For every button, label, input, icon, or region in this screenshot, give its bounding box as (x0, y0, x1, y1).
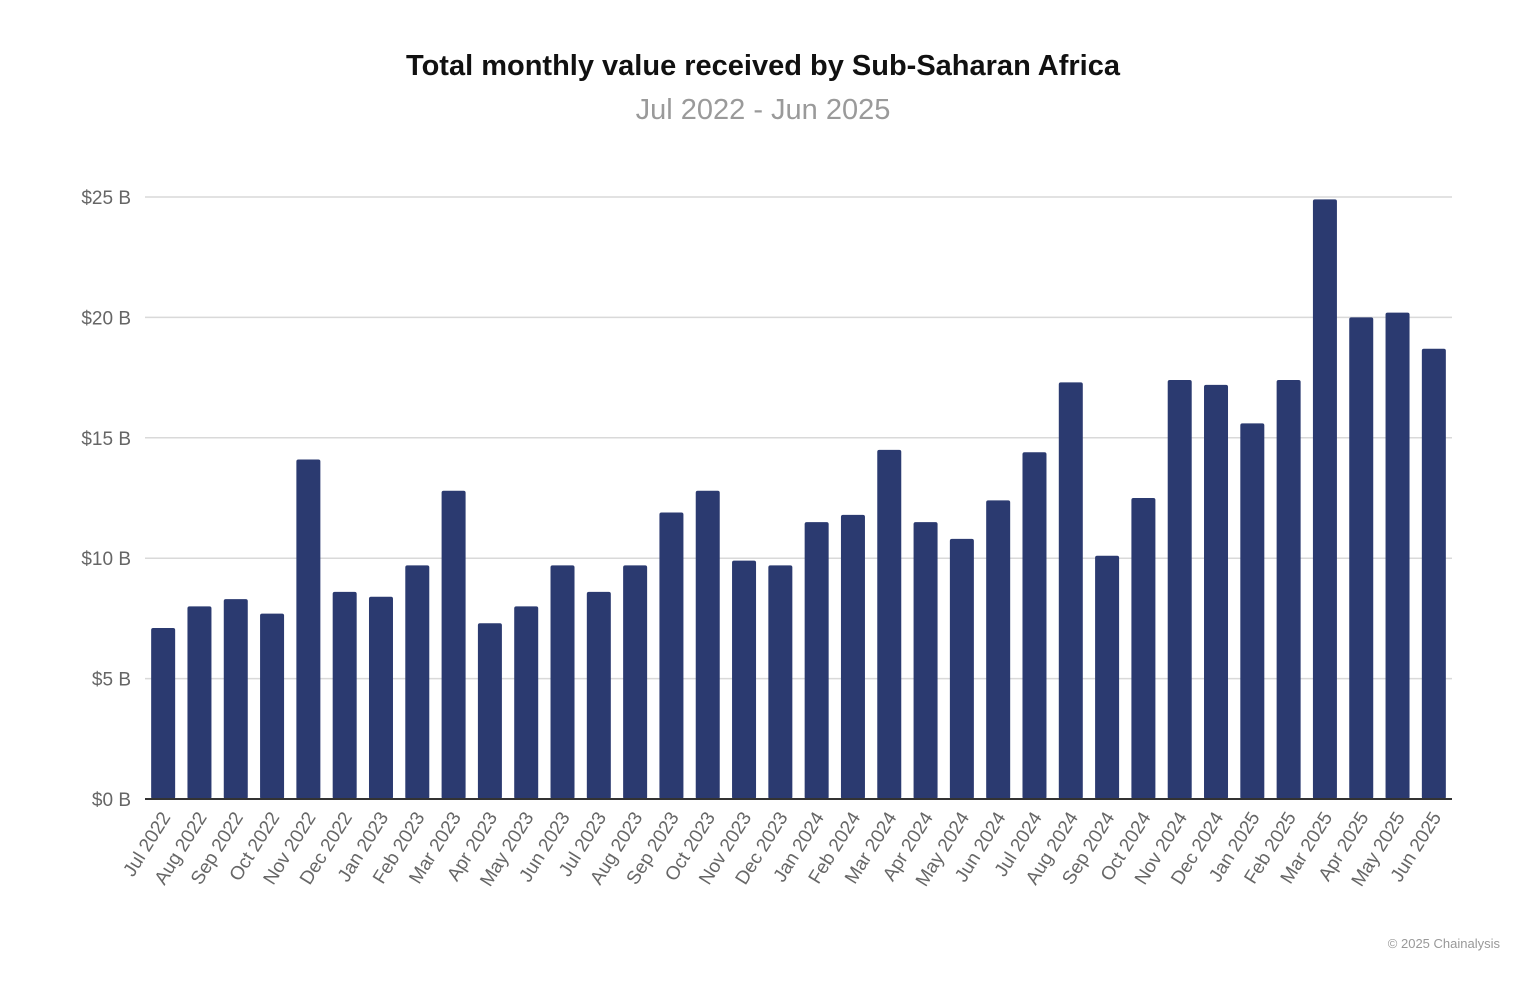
bar (695, 490, 720, 799)
bar (732, 560, 757, 799)
y-tick-label: $25 B (81, 188, 131, 209)
y-tick-label: $15 B (81, 429, 131, 450)
bar (1131, 498, 1156, 799)
bar (768, 565, 793, 799)
bar (151, 628, 176, 799)
bar (441, 490, 466, 799)
bar (223, 599, 248, 799)
bar (1349, 317, 1374, 799)
y-tick-label: $10 B (81, 549, 131, 570)
bar (187, 606, 212, 799)
bar (659, 512, 684, 799)
y-tick-label: $0 B (92, 790, 131, 811)
bar (623, 565, 648, 799)
bar (1385, 312, 1410, 799)
bar (1167, 380, 1192, 799)
bar (514, 606, 539, 799)
bar (296, 459, 321, 799)
bar (913, 522, 938, 799)
bar (260, 613, 285, 799)
bar (986, 500, 1011, 799)
bar (368, 596, 393, 799)
bar (332, 591, 357, 799)
bar (1312, 199, 1337, 799)
bar (1276, 380, 1301, 799)
bar (586, 591, 611, 799)
bar (1058, 382, 1083, 799)
y-tick-label: $5 B (92, 670, 131, 691)
copyright-credit: © 2025 Chainalysis (1387, 936, 1500, 951)
bar (1095, 555, 1120, 799)
bar (1240, 423, 1265, 799)
bar (550, 565, 575, 799)
bar (477, 623, 502, 799)
bar (804, 522, 829, 799)
bar (1022, 452, 1047, 799)
bar (840, 514, 865, 799)
bar (1421, 348, 1446, 799)
bar (1204, 384, 1229, 799)
chart-title: Total monthly value received by Sub-Saha… (406, 50, 1120, 82)
y-tick-label: $20 B (81, 308, 131, 329)
chart-subtitle: Jul 2022 - Jun 2025 (635, 94, 891, 126)
bar (405, 565, 430, 799)
bar (949, 538, 974, 799)
bar (877, 449, 902, 799)
